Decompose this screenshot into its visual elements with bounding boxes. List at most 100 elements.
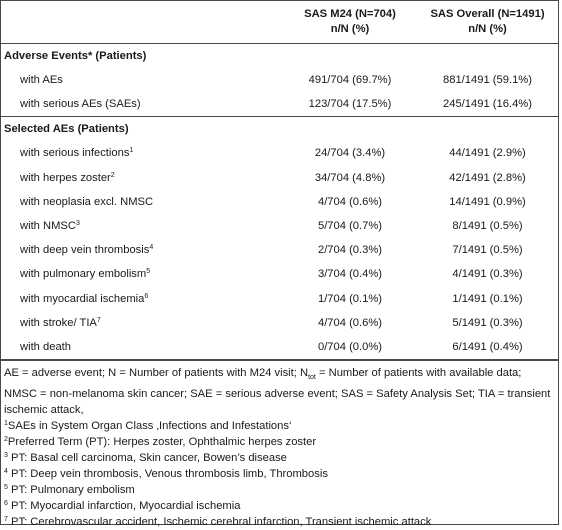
table-row: with deep vein thrombosis4 2/704 (0.3%) 7/… [1,238,558,262]
table-row: with myocardial ischemia6 1/704 (0.1%) 1/1… [1,287,558,311]
section-title: Selected AEs (Patients) [1,116,558,142]
sas-overall-value: 14/1491 (0.9%) [449,195,526,208]
footnote: 2Preferred Term (PT): Herpes zoster, Oph… [4,434,555,450]
section-header-row: Selected AEs (Patients) [1,116,558,142]
sas-overall-value: 5/1491 (0.3%) [452,316,523,329]
row-label-text: with AEs [20,74,63,87]
footnote-marker: 4 [149,244,154,252]
row-label-text: with serious AEs (SAEs) [20,98,141,111]
row-label-text: with myocardial ischemia [20,292,145,305]
sas-m24-value: 34/704 (4.8%) [314,171,386,184]
footnote-marker: 7 [96,316,101,324]
sas-m24-value: 491/704 (69.7%) [308,74,392,87]
footnote-marker: 3 [75,220,80,228]
sas-overall-value: 44/1491 (2.9%) [449,147,526,160]
row-label: with stroke/ TIA7 [1,311,283,335]
table-row: with NMSC3 5/704 (0.7%) 8/1491 (0.5%) [1,214,558,238]
row-label: with serious infections1 [1,141,283,165]
section-title: Adverse Events* (Patients) [4,50,147,62]
row-label-text: with serious infections [20,147,130,160]
footnote: 7 PT: Cerebrovascular accident, Ischemic… [4,514,555,530]
sas-overall-value: 1/1491 (0.1%) [452,292,523,305]
footnote-marker: 1 [129,147,134,155]
adverse-events-table: SAS M24 (N=704) n/N (%) SAS Overall (N=1… [1,1,558,361]
table-row: with herpes zoster2 34/704 (4.8%) 42/1491 … [1,166,558,190]
sas-overall-value: 6/1491 (0.4%) [417,334,558,361]
footnote-number: 3 [4,452,8,460]
row-label-text: with NMSC [20,220,76,233]
row-label-text: with deep vein thrombosis [20,244,150,257]
row-label-text: with stroke/ TIA [20,316,97,329]
footnote: 3 PT: Basal cell carcinoma, Skin cancer,… [4,450,555,466]
sas-overall-value: 245/1491 (16.4%) [443,98,532,111]
sas-m24-value: 4/704 (0.6%) [317,316,383,329]
footnote-text: Preferred Term (PT): Herpes zoster, Opht… [7,436,317,449]
footnote-text: SAEs in System Organ Class ‚Infections a… [7,420,292,433]
abbreviations-note: AE = adverse event; N = Number of patien… [4,365,555,418]
sas-m24-value: 123/704 (17.5%) [308,98,392,111]
sas-m24-value: 1/704 (0.1%) [317,292,383,305]
sas-m24-value: 3/704 (0.4%) [317,268,383,281]
header-sas-overall-title: SAS Overall (N=1491) [430,8,545,20]
footnote-list: 1SAEs in System Organ Class ‚Infections … [4,418,555,530]
table-footnotes: AE = adverse event; N = Number of patien… [1,360,558,530]
header-sas-overall-unit: n/N (%) [468,23,507,35]
row-label-text: with herpes zoster [20,171,111,184]
table-row: with serious infections1 24/704 (3.4%) 44/… [1,141,558,165]
row-label: with deep vein thrombosis4 [1,238,283,262]
footnote: 5 PT: Pulmonary embolism [4,482,555,498]
footnote-number: 4 [4,468,8,476]
sas-overall-value: 4/1491 (0.3%) [452,268,523,281]
header-sas-m24: SAS M24 (N=704) n/N (%) [283,1,417,44]
footnote-text: PT: Myocardial infarction, Myocardial is… [7,500,241,513]
table-row: with neoplasia excl. NMSC 4/704 (0.6%) 14/… [1,190,558,214]
header-sas-m24-title: SAS M24 (N=704) [304,8,396,20]
footnote-marker: 6 [144,292,149,300]
table-row: with pulmonary embolism5 3/704 (0.4%) 4/14… [1,262,558,286]
footnote-number: 5 [4,484,8,492]
header-sas-overall: SAS Overall (N=1491) n/N (%) [417,1,558,44]
table-row: with AEs 491/704 (69.7%) 881/1491 (59.1%) [1,68,558,92]
footnote-number: 2 [4,436,8,444]
abbreviations-part2: = Number of patients with available data… [4,367,551,417]
footnote-marker: 5 [146,268,151,276]
footnote-text: PT: Cerebrovascular accident, Ischemic c… [7,516,432,529]
header-blank-cell [1,1,283,44]
table-row: with stroke/ TIA7 4/704 (0.6%) 5/1491 (0.3… [1,311,558,335]
sas-m24-value: 5/704 (0.7%) [317,220,383,233]
footnote-text: PT: Deep vein thrombosis, Venous thrombo… [7,468,328,481]
abbreviations-part1: AE = adverse event; N = Number of patien… [4,367,309,380]
row-label: with death [1,334,283,361]
table-row: with serious AEs (SAEs) 123/704 (17.5%) 24… [1,92,558,117]
footnote-number: 6 [4,500,8,508]
footnote-text: PT: Basal cell carcinoma, Skin cancer, B… [7,452,287,465]
sas-overall-value: 42/1491 (2.8%) [449,171,526,184]
row-label-text: with death [20,340,71,353]
footnote: 4 PT: Deep vein thrombosis, Venous throm… [4,466,555,482]
footnote: 6 PT: Myocardial infarction, Myocardial … [4,498,555,514]
footnote-number: 7 [4,516,8,524]
footnote-marker: 2 [110,171,115,179]
footnote: 1SAEs in System Organ Class ‚Infections … [4,418,555,434]
section-header-row: Adverse Events* (Patients) [1,44,558,69]
sas-overall-value: 7/1491 (0.5%) [452,244,523,257]
table-header: SAS M24 (N=704) n/N (%) SAS Overall (N=1… [1,1,558,44]
row-label: with neoplasia excl. NMSC [1,190,283,214]
table-row: with death 0/704 (0.0%) 6/1491 (0.4%) [1,334,558,361]
row-label: with serious AEs (SAEs) [1,92,283,117]
abbreviations-subscript: tot [308,374,316,382]
sas-m24-value: 0/704 (0.0%) [283,334,417,361]
table-body: Adverse Events* (Patients) with AEs 491/70… [1,44,558,361]
row-label: with pulmonary embolism5 [1,262,283,286]
row-label: with herpes zoster2 [1,166,283,190]
row-label-text: with neoplasia excl. NMSC [20,195,154,208]
footnote-text: PT: Pulmonary embolism [7,484,135,497]
sas-m24-value: 24/704 (3.4%) [314,147,386,160]
row-label: with NMSC3 [1,214,283,238]
sas-overall-value: 881/1491 (59.1%) [443,74,532,87]
sas-m24-value: 2/704 (0.3%) [317,244,383,257]
sas-m24-value: 4/704 (0.6%) [317,195,383,208]
row-label: with AEs [1,68,283,92]
header-sas-m24-unit: n/N (%) [330,23,370,35]
